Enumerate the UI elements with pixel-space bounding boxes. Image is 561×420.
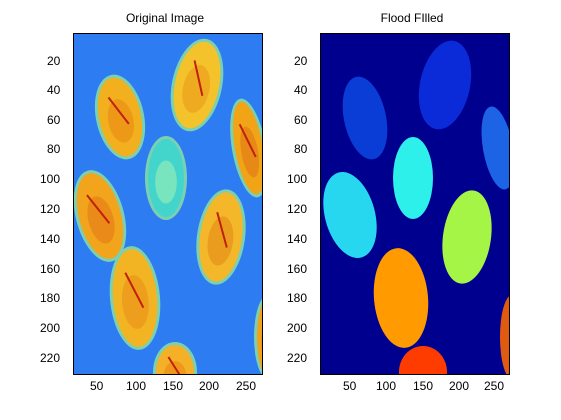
xtick-label: 200 <box>199 379 220 393</box>
filled-region <box>323 172 377 258</box>
xtick-label: 250 <box>236 379 257 393</box>
ytick-label: 40 <box>294 83 308 97</box>
xtick-label: 150 <box>413 379 434 393</box>
ytick-label: 60 <box>47 113 61 127</box>
panel-title-original: Original Image <box>125 11 205 25</box>
ytick-label: 180 <box>40 291 61 305</box>
ytick-label: 140 <box>287 232 308 246</box>
ytick-label: 160 <box>287 262 308 276</box>
ytick-label: 220 <box>287 351 308 365</box>
ytick-label: 140 <box>40 232 61 246</box>
ytick-label: 60 <box>294 113 308 127</box>
xtick-label: 50 <box>343 379 357 393</box>
filled-region <box>399 346 447 374</box>
filled-region <box>393 137 433 219</box>
ytick-label: 200 <box>40 321 61 335</box>
xtick-label: 50 <box>90 379 104 393</box>
penny-coin <box>196 189 246 285</box>
ytick-label: 20 <box>47 54 61 68</box>
ytick-label: 40 <box>47 83 61 97</box>
penny-coin <box>170 38 224 132</box>
flood-filled-image <box>320 33 509 374</box>
ytick-label: 120 <box>40 202 61 216</box>
ytick-label: 220 <box>40 351 61 365</box>
filled-region <box>442 190 492 284</box>
ytick-label: 120 <box>287 202 308 216</box>
ytick-label: 100 <box>40 172 61 186</box>
dime-coin <box>145 136 187 220</box>
penny-coin <box>94 74 146 160</box>
original-image <box>73 33 262 374</box>
original-axes-frame <box>73 33 263 375</box>
filled-region <box>373 248 429 348</box>
ytick-label: 180 <box>287 291 308 305</box>
ytick-label: 200 <box>287 321 308 335</box>
filled-region <box>481 106 509 190</box>
penny-coin <box>109 246 161 350</box>
penny-coin <box>254 299 262 374</box>
ytick-label: 80 <box>294 142 308 156</box>
penny-coin <box>230 98 262 198</box>
ytick-label: 100 <box>287 172 308 186</box>
filled-region <box>500 296 509 374</box>
xtick-label: 200 <box>449 379 470 393</box>
ytick-label: 160 <box>40 262 61 276</box>
xtick-label: 150 <box>163 379 184 393</box>
flood-axes-frame <box>320 33 510 375</box>
ytick-label: 20 <box>294 54 308 68</box>
panel-title-flood: Flood FIlled <box>380 11 444 25</box>
xtick-label: 250 <box>484 379 505 393</box>
filled-region <box>342 76 388 160</box>
penny-coin <box>73 170 127 262</box>
ytick-label: 80 <box>47 142 61 156</box>
penny-coin <box>153 342 197 374</box>
filled-region <box>418 40 472 130</box>
xtick-label: 100 <box>126 379 147 393</box>
xtick-label: 100 <box>376 379 397 393</box>
